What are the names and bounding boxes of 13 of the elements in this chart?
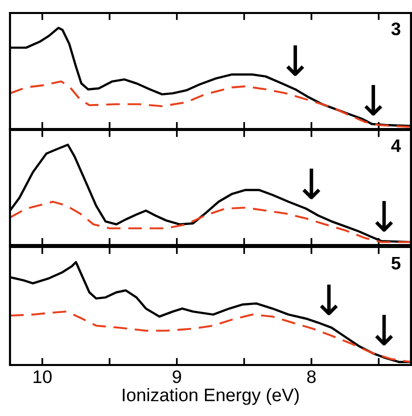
annotation: ↓: [286, 45, 304, 76]
annotation: 3: [391, 22, 400, 36]
annotation: 4: [391, 139, 401, 152]
x-tick-label: 9: [172, 370, 182, 384]
annotation: 5: [391, 256, 400, 270]
x-tick-label: 8: [307, 370, 316, 384]
annotation: ↓: [320, 284, 338, 316]
annotation: ↓: [302, 168, 320, 200]
x-axis-title: Ionization Energy (eV): [122, 388, 299, 405]
annotation: ↓: [364, 85, 382, 116]
x-tick-label: 10: [34, 370, 52, 384]
annotation: ↓: [375, 201, 393, 232]
annotation: ↓: [375, 314, 393, 346]
